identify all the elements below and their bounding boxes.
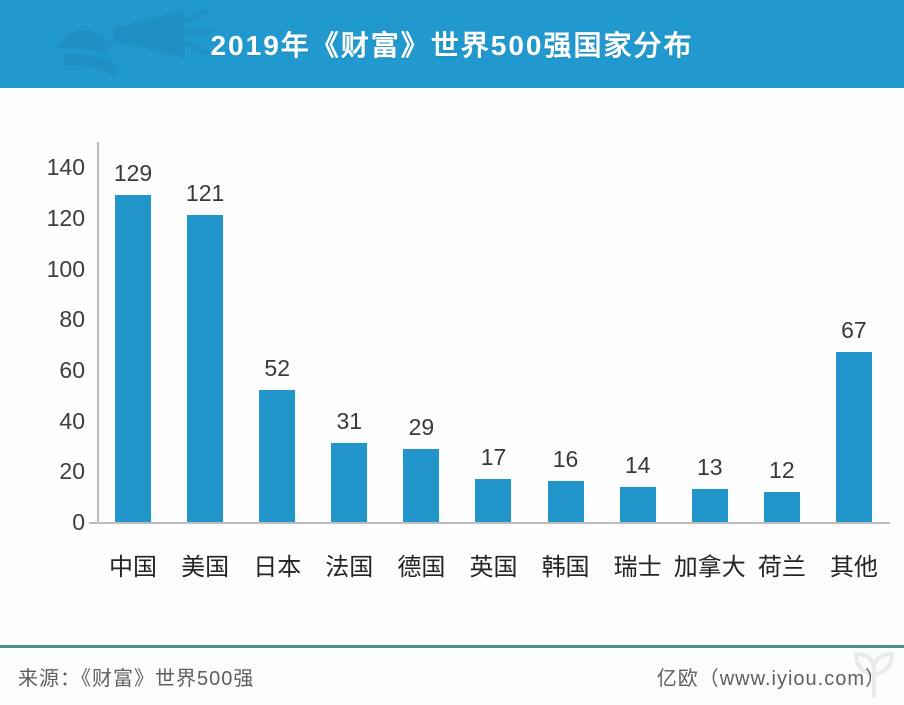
bar-德国 [403,448,440,522]
y-tick-label: 20 [59,458,85,485]
bar-slot: 29 [385,142,457,522]
megaphone-watermark-icon [35,6,235,87]
bar-荷兰 [763,491,800,522]
x-axis-label-英国: 英国 [469,554,518,581]
x-axis-label-荷兰: 荷兰 [757,554,806,581]
x-axis-label-其他: 其他 [829,554,878,581]
credit-label: 亿欧（www.iyiou.com） [656,668,886,690]
bar-value-label: 31 [336,408,363,435]
iyiou-logo-watermark-icon [846,644,902,705]
bar-slot: 129 [97,142,169,522]
bar-slot: 13 [674,142,746,522]
bar-瑞士 [619,486,656,522]
bar-slot: 31 [313,142,385,522]
y-tick-label: 40 [59,407,85,434]
bar-chart: 0 20 40 60 80 100 120 140 129 121 52 31 29 17 16 14 13 1… [0,88,904,640]
bar-value-label: 121 [185,180,225,207]
y-tick-label: 60 [59,357,85,383]
bar-value-label: 12 [769,456,795,483]
bar-slot: 52 [241,142,313,522]
x-axis-label-美国: 美国 [181,554,230,581]
x-axis-label-法国: 法国 [325,554,374,581]
bar-美国 [187,215,224,522]
x-axis-label-中国: 中国 [109,554,158,581]
bar-value-label: 17 [480,443,507,470]
bar-slot: 121 [169,142,241,522]
y-tick-label: 140 [46,154,85,181]
bar-value-label: 29 [408,413,435,440]
bar-slot: 67 [818,142,890,522]
bar-英国 [475,478,512,522]
x-axis-label-日本: 日本 [253,554,302,581]
bar-value-label: 129 [113,160,153,187]
bar-韩国 [547,481,584,522]
bar-法国 [331,443,368,522]
y-tick-label: 80 [59,306,85,333]
x-axis-label-韩国: 韩国 [541,554,590,581]
title-banner: 2019年《财富》世界500强国家分布 [0,0,904,88]
bar-slot: 14 [602,142,674,522]
bar-slot: 17 [457,142,529,522]
bar-value-label: 67 [841,317,867,344]
bar-value-label: 14 [624,451,651,478]
source-label: 来源：《财富》世界500强 [18,668,255,690]
bar-value-label: 52 [264,355,290,382]
footer: 来源：《财富》世界500强 亿欧（www.iyiou.com） [0,648,904,705]
y-tick-label: 120 [46,205,85,231]
x-axis-label-加拿大: 加拿大 [673,554,746,581]
bar-其他 [835,352,872,522]
chart-title: 2019年《财富》世界500强国家分布 [210,30,694,61]
x-axis-label-瑞士: 瑞士 [613,554,662,581]
bar-加拿大 [691,489,728,522]
x-axis-line [89,522,890,524]
bar-中国 [115,195,152,522]
footer-divider [0,645,904,648]
bar-slot: 12 [746,142,818,522]
y-tick-label: 100 [46,255,85,282]
x-axis-label-德国: 德国 [397,554,446,581]
y-axis-line [97,142,99,522]
y-tick-label: 0 [72,509,85,535]
bar-value-label: 13 [696,454,723,481]
bar-日本 [259,390,296,522]
bar-value-label: 16 [552,446,579,473]
bar-slot: 16 [530,142,602,522]
